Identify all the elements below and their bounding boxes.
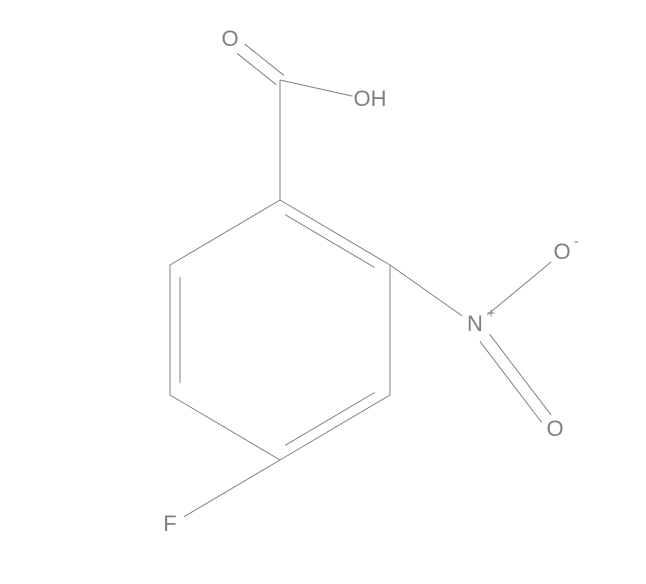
bond-C6-C1: [170, 200, 280, 265]
bond-C4-C5: [170, 395, 280, 460]
atom-label-O_oh: OH: [354, 86, 387, 111]
bond-C3-C4: [280, 395, 390, 460]
atom-charge-O_n1: -: [574, 232, 579, 248]
bond-N-O_n2: [489, 334, 551, 415]
bond-C7-O_oh: [280, 80, 352, 96]
bond-C4-F: [184, 460, 280, 517]
atom-label-O_n2: O: [546, 416, 563, 441]
bond-C2-N: [390, 265, 462, 316]
bond-C7-O_dbl: [245, 44, 284, 75]
bond-C3-C4-inner: [285, 392, 374, 445]
bond-C1-C2-inner: [285, 215, 374, 268]
bond-N-O_n1: [487, 262, 551, 315]
bond-C1-C2: [280, 200, 390, 265]
atom-label-O_dbl: O: [221, 26, 238, 51]
bond-C7-O_dbl: [237, 53, 276, 84]
molecule-canvas: OHON+O-OF: [0, 0, 646, 584]
atom-label-F: F: [163, 511, 176, 536]
bond-N-O_n2: [480, 341, 542, 422]
atom-label-N: N: [467, 311, 483, 336]
atom-label-O_n1: O: [553, 239, 570, 264]
atom-charge-N: +: [487, 304, 495, 320]
